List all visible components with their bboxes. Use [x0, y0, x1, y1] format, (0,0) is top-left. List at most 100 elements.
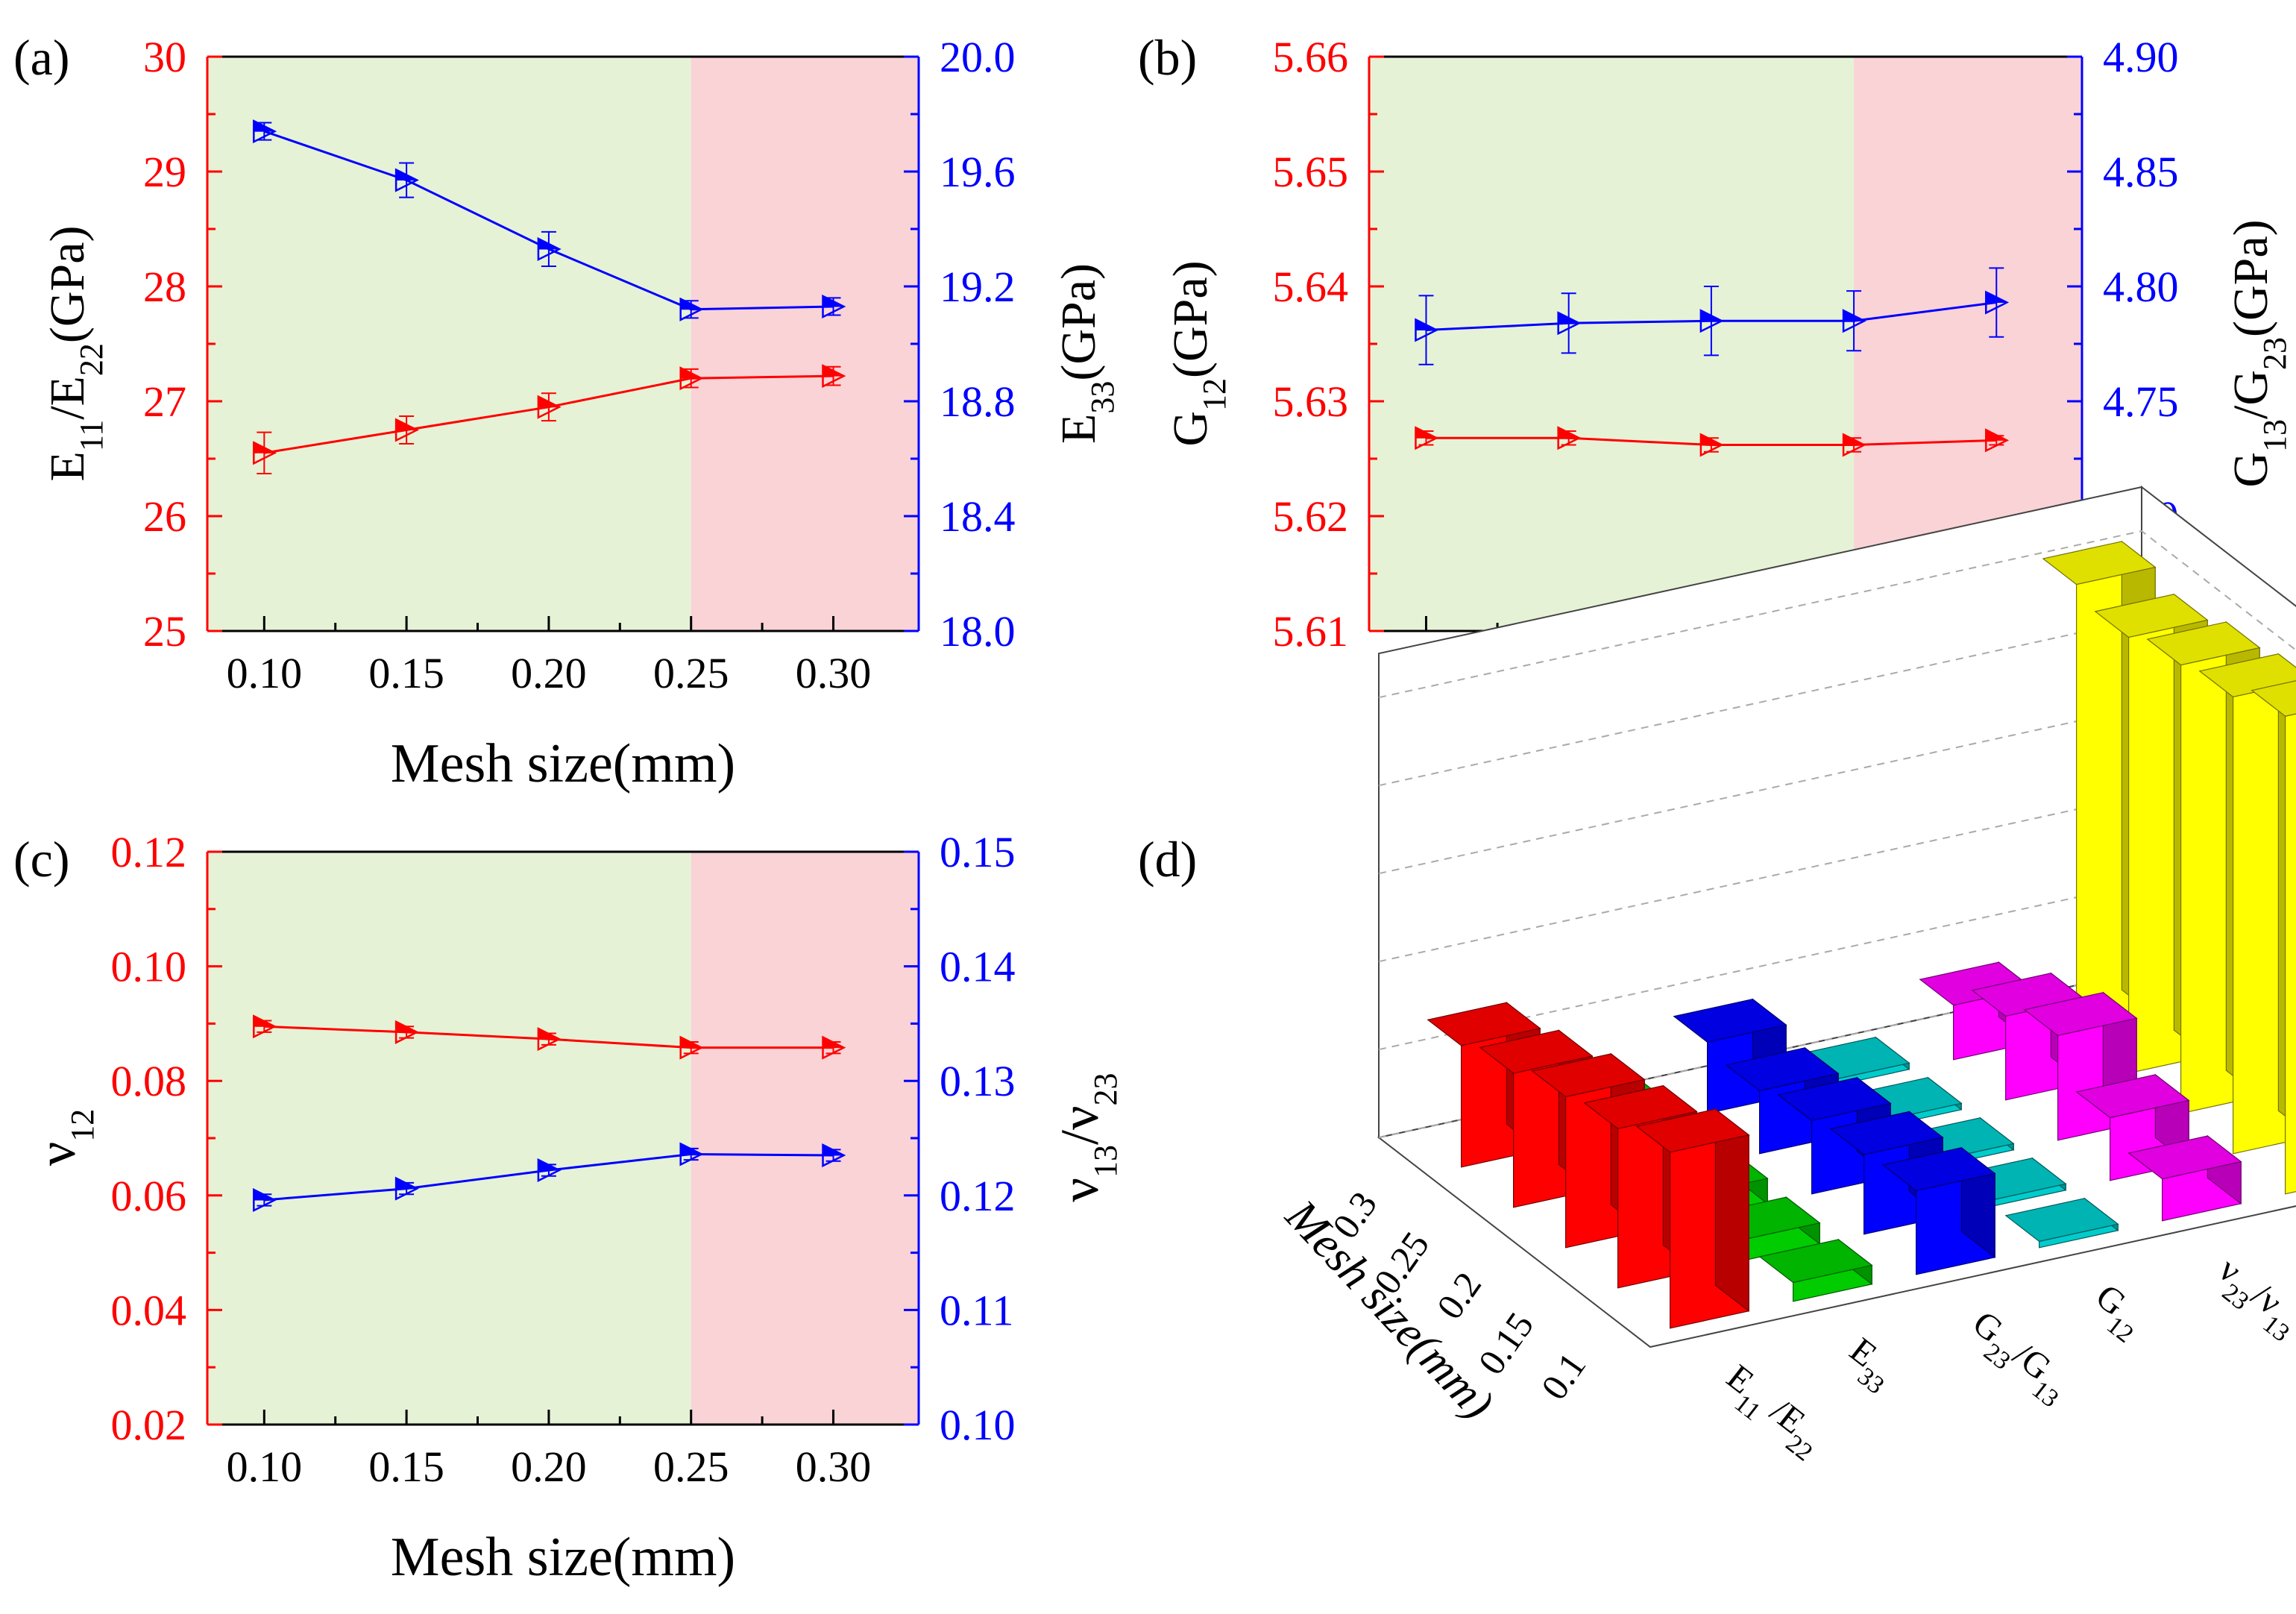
bar-face [1427, 1002, 1541, 1046]
bar-face [2285, 713, 2296, 1195]
data-point-fill [1985, 429, 2007, 441]
data-point-fill [680, 298, 702, 310]
data-point-fill [823, 1036, 844, 1049]
panel-label-d: (d) [1138, 831, 1197, 888]
bar-face [1531, 1053, 1646, 1098]
mesh-tick-label: 0.2 [1429, 1264, 1490, 1326]
shaded-region [691, 57, 919, 631]
left-tick-label: 0.06 [111, 1172, 187, 1220]
left-tick-label: 5.65 [1273, 148, 1349, 196]
data-point-fill [1415, 427, 1437, 439]
left-tick-label: 30 [143, 33, 186, 81]
panel-c-chart: 0.10 0.15 0.20 0.25 0.30 Mesh size(mm) 0.02 0.0… [111, 828, 1016, 1588]
bar-face [2127, 1135, 2242, 1180]
right-tick-label: 0.14 [940, 943, 1016, 991]
left-tick-label: 0.08 [111, 1057, 187, 1105]
left-tick-label: 27 [143, 377, 186, 426]
left-tick-label: 5.62 [1273, 492, 1349, 541]
data-point-fill [823, 365, 844, 377]
bar-face [1673, 999, 1787, 1043]
left-tick-label: 0.02 [111, 1401, 187, 1449]
x-tick-label: 0.25 [653, 1442, 729, 1491]
shaded-region [691, 852, 919, 1425]
x-axis-label: Mesh size(mm) [391, 1527, 735, 1588]
mesh-tick-label: 0.1 [1533, 1345, 1594, 1407]
right-tick-label: 18.8 [940, 377, 1016, 426]
right-tick-label: 0.12 [940, 1172, 1016, 1220]
panel-label-c: (c) [13, 831, 69, 888]
property-tick-label: E33 [1835, 1330, 1904, 1399]
bar-face [2094, 594, 2209, 638]
data-point-fill [1700, 433, 1723, 446]
x-tick-label: 0.20 [511, 1442, 587, 1491]
left-tick-label: 25 [143, 607, 186, 656]
shaded-region [1369, 57, 1855, 631]
panel-b-right-axis-label: G13/G23(GPa) [2224, 219, 2293, 487]
right-tick-label: 4.75 [2103, 377, 2179, 426]
shaded-region [207, 57, 691, 631]
data-point-fill [1415, 318, 1437, 331]
data-point-fill [538, 1159, 560, 1171]
data-point-fill [680, 1036, 702, 1049]
bar-face [2042, 541, 2157, 585]
bar-face [1881, 1147, 1996, 1192]
x-tick-label: 0.20 [511, 649, 587, 697]
property-tick-label: G12 [2081, 1276, 2153, 1348]
right-tick-label: 0.11 [940, 1286, 1013, 1334]
x-tick-label: 0.15 [368, 1442, 444, 1491]
data-point-fill [823, 1144, 844, 1156]
data-point-fill [253, 442, 275, 453]
x-tick-label: 0.25 [653, 649, 729, 697]
right-tick-label: 0.15 [940, 828, 1016, 876]
right-tick-label: 19.6 [940, 148, 1016, 196]
bar-face [1583, 1085, 1698, 1129]
bar-face [2251, 680, 2296, 717]
x-tick-label: 0.10 [227, 649, 303, 697]
bar-face [1725, 1047, 1840, 1092]
right-tick-label: 0.10 [940, 1401, 1016, 1449]
data-point-fill [680, 1143, 702, 1155]
x-tick-label: 0.15 [368, 649, 444, 697]
x-tick-label: 0.30 [796, 1442, 872, 1491]
left-tick-label: 5.64 [1273, 263, 1349, 311]
data-point-fill [253, 1015, 275, 1027]
bar-face [2023, 992, 2138, 1036]
bar-face [1829, 1111, 1944, 1155]
panel-a-right-axis-label: E33(GPa) [1051, 263, 1121, 444]
data-point-fill [538, 395, 560, 408]
data-point-fill [538, 238, 560, 250]
data-point-fill [395, 1177, 418, 1190]
panel-label-b: (b) [1138, 29, 1197, 86]
bar-face [1758, 1239, 1873, 1284]
data-point-fill [680, 367, 702, 379]
bar-face [2146, 621, 2261, 666]
shaded-region [207, 852, 691, 1425]
right-tick-label: 4.90 [2103, 33, 2179, 81]
left-tick-label: 0.12 [111, 828, 187, 876]
data-point-fill [1985, 291, 2007, 304]
panel-b-left-axis-label: G12(GPa) [1163, 260, 1233, 446]
panel-label-a: (a) [13, 29, 69, 86]
left-tick-label: 5.66 [1273, 33, 1349, 81]
right-tick-label: 4.80 [2103, 263, 2179, 311]
bar-face [1479, 1029, 1594, 1074]
data-point-fill [1558, 312, 1579, 324]
right-tick-label: 19.2 [940, 263, 1016, 311]
x-tick-label: 0.10 [227, 1442, 303, 1491]
right-tick-label: 20.0 [940, 33, 1016, 81]
data-point-fill [1700, 310, 1723, 321]
bar-face [1777, 1077, 1892, 1122]
left-tick-label: 28 [143, 263, 186, 311]
property-tick-label: ν23/ν13 [2204, 1249, 2296, 1347]
right-tick-label: 0.13 [940, 1057, 1016, 1105]
x-tick-label: 0.30 [796, 649, 872, 697]
bar-face [2004, 1198, 2119, 1243]
data-point-fill [253, 120, 275, 132]
data-point-fill [1843, 433, 1865, 446]
bar-face [1635, 1108, 1750, 1153]
left-tick-label: 26 [143, 492, 186, 541]
data-point-fill [1558, 427, 1579, 439]
right-tick-label: 18.4 [940, 492, 1016, 541]
left-tick-label: 0.04 [111, 1286, 187, 1334]
